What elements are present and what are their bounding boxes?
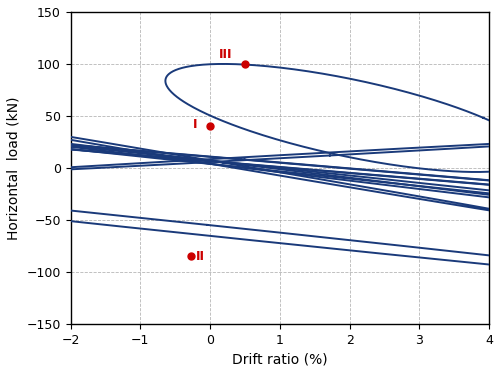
Text: III: III (219, 48, 232, 61)
Y-axis label: Horizontal  load (kN): Horizontal load (kN) (7, 96, 21, 239)
X-axis label: Drift ratio (%): Drift ratio (%) (232, 352, 328, 366)
Text: I: I (193, 118, 198, 131)
Text: II: II (196, 250, 205, 263)
